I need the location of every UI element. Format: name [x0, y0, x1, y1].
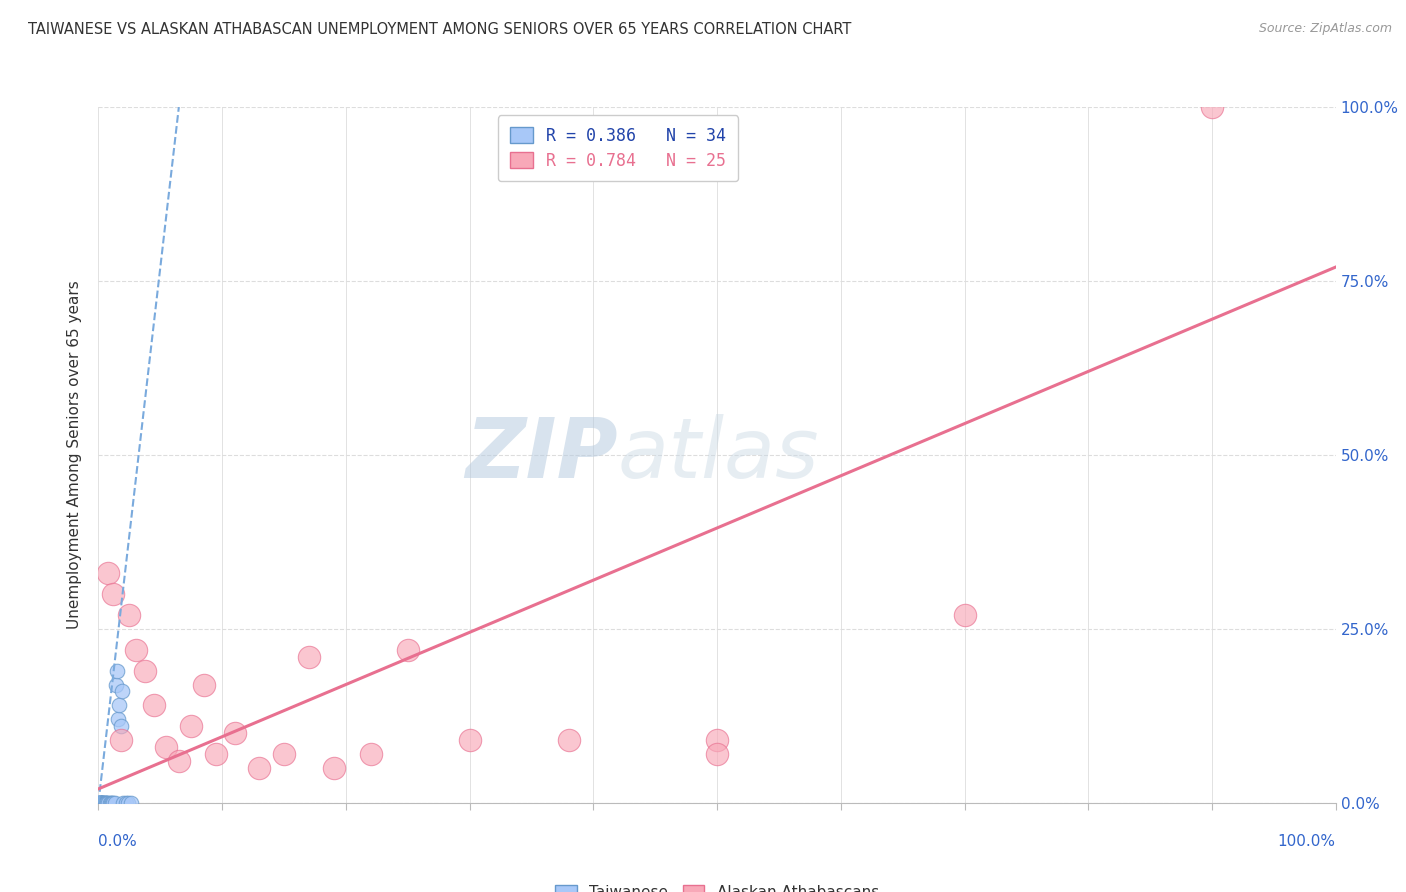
Point [90, 796, 112, 810]
Point [117, 796, 139, 810]
Point [90, 796, 112, 810]
Point [167, 754, 190, 768]
Point [706, 747, 728, 761]
Point [110, 733, 132, 747]
Point [90, 796, 112, 810]
Text: Source: ZipAtlas.com: Source: ZipAtlas.com [1258, 22, 1392, 36]
Point [91, 796, 114, 810]
Point [94, 796, 117, 810]
Point [155, 740, 177, 755]
Point [120, 796, 142, 810]
Point [98, 796, 121, 810]
Point [557, 733, 579, 747]
Point [93, 796, 115, 810]
Point [108, 698, 131, 713]
Point [124, 642, 146, 657]
Point [134, 664, 156, 678]
Point [103, 587, 125, 601]
Text: atlas: atlas [619, 415, 820, 495]
Point [89, 796, 111, 810]
Text: 0.0%: 0.0% [98, 834, 138, 849]
Point [97, 566, 120, 581]
Point [89, 796, 111, 810]
Point [97, 796, 120, 810]
Point [143, 698, 166, 713]
Legend: Taiwanese, Alaskan Athabascans: Taiwanese, Alaskan Athabascans [550, 879, 884, 892]
Point [107, 712, 129, 726]
Text: ZIP: ZIP [465, 415, 619, 495]
Point [112, 796, 135, 810]
Point [298, 649, 321, 664]
Point [101, 796, 124, 810]
Point [93, 796, 115, 810]
Point [360, 747, 382, 761]
Point [110, 719, 132, 733]
Point [114, 796, 136, 810]
Point [396, 642, 419, 657]
Point [193, 677, 215, 691]
Point [103, 796, 125, 810]
Point [96, 796, 118, 810]
Text: 100.0%: 100.0% [1278, 834, 1336, 849]
Point [94, 796, 117, 810]
Point [93, 796, 115, 810]
Point [89, 796, 111, 810]
Point [91, 796, 114, 810]
Point [1201, 100, 1223, 114]
Point [205, 747, 228, 761]
Point [224, 726, 246, 740]
Point [91, 796, 114, 810]
Text: TAIWANESE VS ALASKAN ATHABASCAN UNEMPLOYMENT AMONG SENIORS OVER 65 YEARS CORRELA: TAIWANESE VS ALASKAN ATHABASCAN UNEMPLOY… [28, 22, 852, 37]
Point [118, 607, 141, 622]
Point [273, 747, 295, 761]
Point [247, 761, 270, 775]
Point [180, 719, 202, 733]
Point [90, 796, 112, 810]
Point [104, 677, 127, 691]
Y-axis label: Unemployment Among Seniors over 65 years: Unemployment Among Seniors over 65 years [67, 281, 83, 629]
Point [100, 796, 122, 810]
Point [93, 796, 115, 810]
Point [111, 684, 134, 698]
Point [953, 607, 976, 622]
Point [103, 796, 125, 810]
Point [105, 664, 128, 678]
Point [706, 733, 728, 747]
Point [322, 761, 344, 775]
Point [458, 733, 481, 747]
Point [93, 796, 115, 810]
